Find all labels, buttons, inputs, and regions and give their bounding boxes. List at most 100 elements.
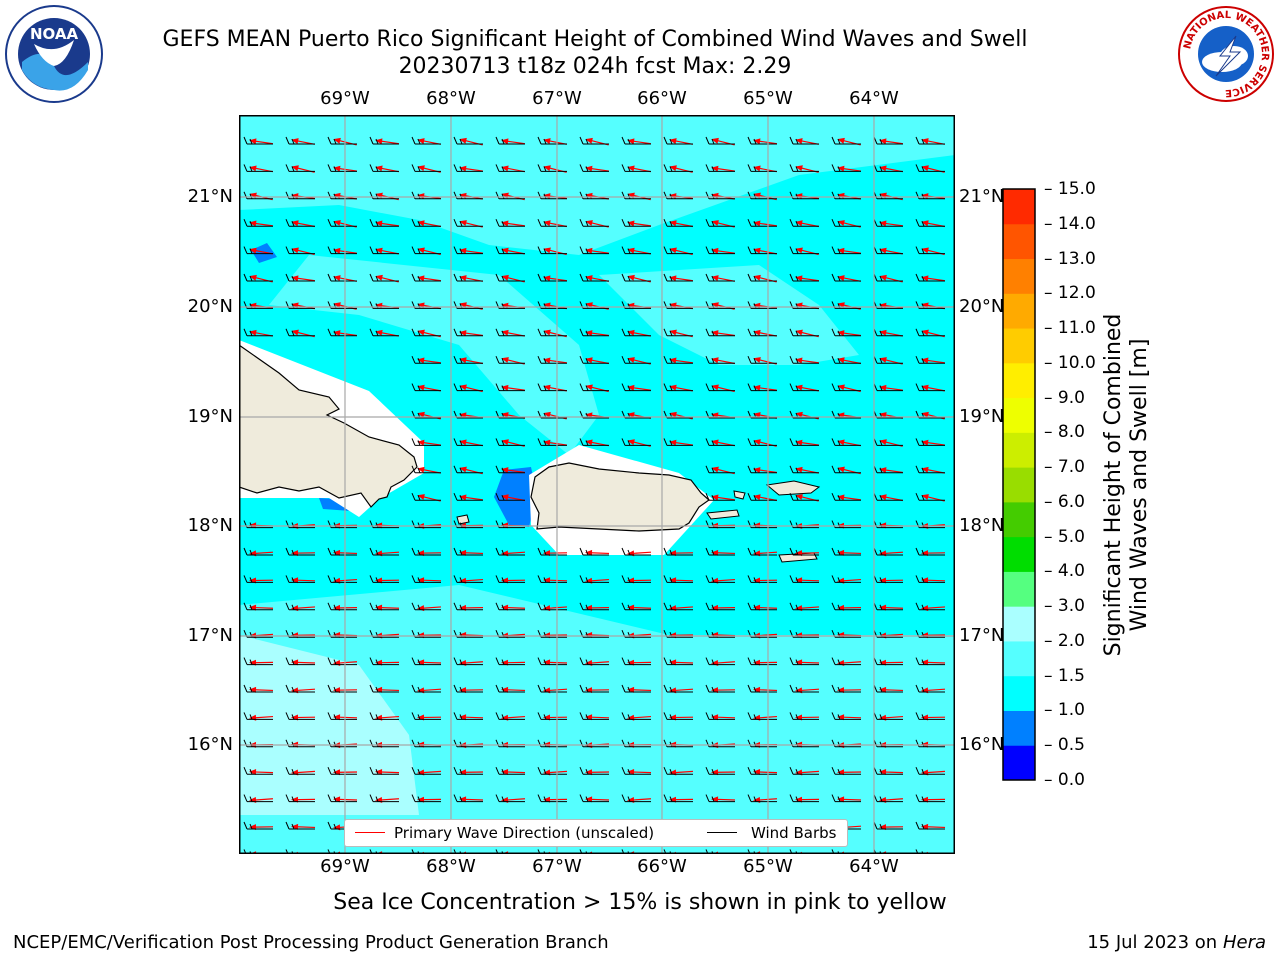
wind-barb	[243, 821, 273, 830]
wind-barb	[243, 575, 273, 583]
wind-barb	[453, 191, 483, 200]
wind-barb	[789, 712, 819, 720]
wave-direction-arrow	[459, 330, 483, 337]
wave-direction-arrow	[837, 165, 861, 172]
wind-barb	[285, 164, 315, 172]
colorbar-tick-label: – 15.0	[1044, 179, 1096, 199]
wind-barb	[621, 136, 651, 145]
wind-barb	[453, 438, 483, 446]
colorbar-cell	[1003, 745, 1035, 781]
wind-barb	[831, 383, 861, 392]
wave-direction-arrow	[585, 796, 610, 803]
wind-barb	[579, 657, 609, 666]
wave-direction-arrow	[753, 138, 777, 145]
wind-barb	[369, 739, 399, 748]
wind-barb	[915, 438, 945, 446]
wind-barb	[327, 794, 357, 803]
wind-barb	[537, 136, 567, 145]
wind-barb	[327, 602, 357, 611]
colorbar-cell	[1003, 432, 1035, 468]
wave-direction-arrow	[459, 714, 484, 721]
wave-direction-arrow	[921, 659, 946, 666]
wave-direction-arrow	[627, 604, 652, 611]
culebra-island	[733, 490, 746, 500]
wind-barb	[789, 328, 819, 337]
wind-barb	[747, 767, 777, 775]
wind-barb	[915, 547, 945, 556]
wind-barb	[915, 191, 945, 200]
wave-direction-arrow	[543, 659, 568, 666]
wind-barb	[243, 164, 273, 172]
colorbar-cell	[1003, 362, 1035, 399]
wave-direction-arrow	[459, 165, 483, 172]
wind-barb	[579, 219, 609, 227]
wind-barb	[915, 821, 945, 830]
wind-barb	[915, 712, 945, 720]
footer-date-text: 15 Jul 2023 on	[1087, 932, 1223, 953]
wind-barb	[705, 465, 735, 474]
wind-barb	[243, 794, 273, 803]
graticule	[239, 115, 955, 854]
wave-direction-arrow	[249, 138, 273, 145]
wave-direction-arrow	[879, 220, 903, 227]
wind-barb	[453, 739, 483, 748]
wave-direction-arrow	[879, 384, 903, 391]
wind-barb	[495, 657, 525, 666]
wind-barb	[537, 273, 567, 282]
wind-barb	[537, 164, 567, 172]
wind-barb	[327, 164, 357, 172]
wind-barb	[747, 328, 777, 337]
colorbar-cell	[1003, 571, 1035, 607]
wind-barb	[915, 328, 945, 337]
wind-barb	[327, 712, 357, 720]
wave-direction-arrow	[879, 686, 904, 693]
wind-barb	[285, 547, 315, 556]
wave-direction-arrow	[879, 467, 903, 474]
wave-direction-arrow	[627, 220, 651, 227]
colorbar-tick-label: – 0.5	[1044, 735, 1085, 756]
wave-direction-arrow	[837, 494, 861, 501]
wave-direction-arrow	[417, 439, 441, 446]
wind-barb	[369, 767, 399, 775]
wind-barb	[705, 328, 735, 337]
wind-barb	[285, 191, 315, 200]
colorbar-tick-label: – 8.0	[1044, 422, 1085, 443]
wind-barb	[327, 739, 357, 748]
wind-barb	[495, 602, 525, 611]
wave-direction-arrow	[753, 384, 777, 391]
wave-direction-arrow	[879, 604, 904, 611]
wind-barb	[495, 767, 525, 775]
wave-direction-arrow	[711, 330, 735, 337]
lon-label-bottom: 69°W	[320, 856, 370, 877]
colorbar-cell	[1003, 397, 1035, 433]
footer-credit: NCEP/EMC/Verification Post Processing Pr…	[13, 932, 609, 953]
wind-barb	[537, 191, 567, 200]
wind-barb	[747, 383, 777, 392]
wind-barb	[831, 273, 861, 282]
wind-barb	[243, 684, 273, 693]
wave-direction-arrow	[585, 247, 609, 254]
colorbar-title: Significant Height of Combined Wind Wave…	[1101, 314, 1153, 657]
colorbar-tick-label: – 14.0	[1044, 213, 1096, 234]
wave-direction-arrow	[753, 769, 778, 776]
wind-barb	[537, 602, 567, 611]
wind-barb	[705, 438, 735, 446]
wind-barb	[705, 547, 735, 556]
wind-barb	[621, 575, 651, 583]
wind-barb	[747, 575, 777, 583]
wave-direction-arrow	[459, 494, 483, 501]
wind-barb	[243, 657, 273, 666]
wind-barb	[453, 273, 483, 282]
wave-direction-arrow	[921, 439, 945, 446]
wind-barb	[579, 328, 609, 337]
wind-barb	[579, 246, 609, 255]
colorbar-cell	[1003, 293, 1035, 329]
wind-barb	[831, 219, 861, 227]
wind-barb	[453, 712, 483, 720]
wave-direction-arrow	[753, 604, 778, 611]
wave-direction-arrow	[669, 659, 694, 666]
colorbar-tick-label: – 13.0	[1044, 248, 1096, 269]
wave-direction-arrow	[249, 604, 274, 611]
wind-barb	[411, 219, 441, 227]
wind-barb	[915, 739, 945, 748]
